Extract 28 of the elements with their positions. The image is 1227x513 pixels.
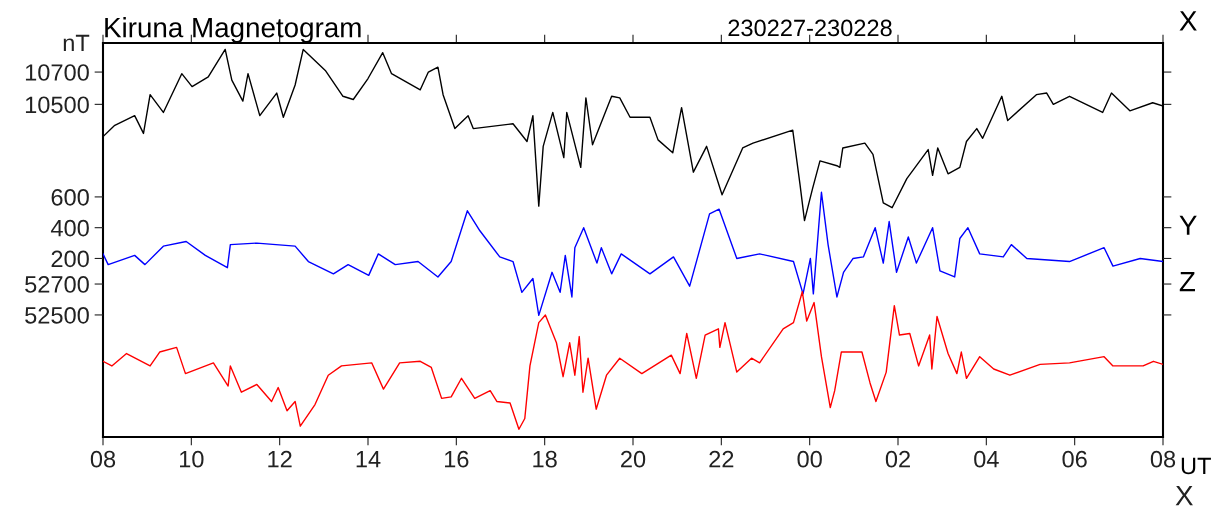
x-tick-label: 00 <box>797 450 822 468</box>
x-tick-label: 08 <box>1150 450 1176 468</box>
text: X <box>1179 11 1197 31</box>
x-tick-label: 02 <box>885 450 910 468</box>
y3-tick-label: 52700 <box>25 276 89 293</box>
text: Z <box>1179 272 1195 292</box>
series-label: Y <box>1179 215 1197 235</box>
x-tick-label: 04 <box>974 450 999 468</box>
x-tick-label: 08 <box>90 450 116 468</box>
y-tick-label: 10700 <box>25 64 89 81</box>
x-axis-title: UT <box>1181 457 1211 475</box>
text: X <box>1175 486 1193 506</box>
text: nT <box>63 34 90 52</box>
y-tick-label: 10500 <box>25 96 89 114</box>
x-tick-label: 12 <box>268 450 292 468</box>
chart-title: Kiruna Magnetogram <box>105 17 361 43</box>
x-tick-label: 16 <box>445 450 469 468</box>
y3-tick-label: 52500 <box>25 307 89 324</box>
y2-tick-label: 400 <box>50 219 89 237</box>
x-tick-label: 14 <box>356 451 381 468</box>
x-tick-label: 20 <box>621 450 646 468</box>
x-tick-label: 18 <box>533 450 557 468</box>
x-tick-label: 22 <box>709 450 734 468</box>
x-tick-label: 10 <box>180 450 204 468</box>
x-tick-label: 06 <box>1062 450 1087 468</box>
y2-tick-label: 200 <box>51 250 89 268</box>
y2-tick-label: 600 <box>51 188 89 206</box>
chart-subtitle: 230227-230228 <box>728 19 892 37</box>
